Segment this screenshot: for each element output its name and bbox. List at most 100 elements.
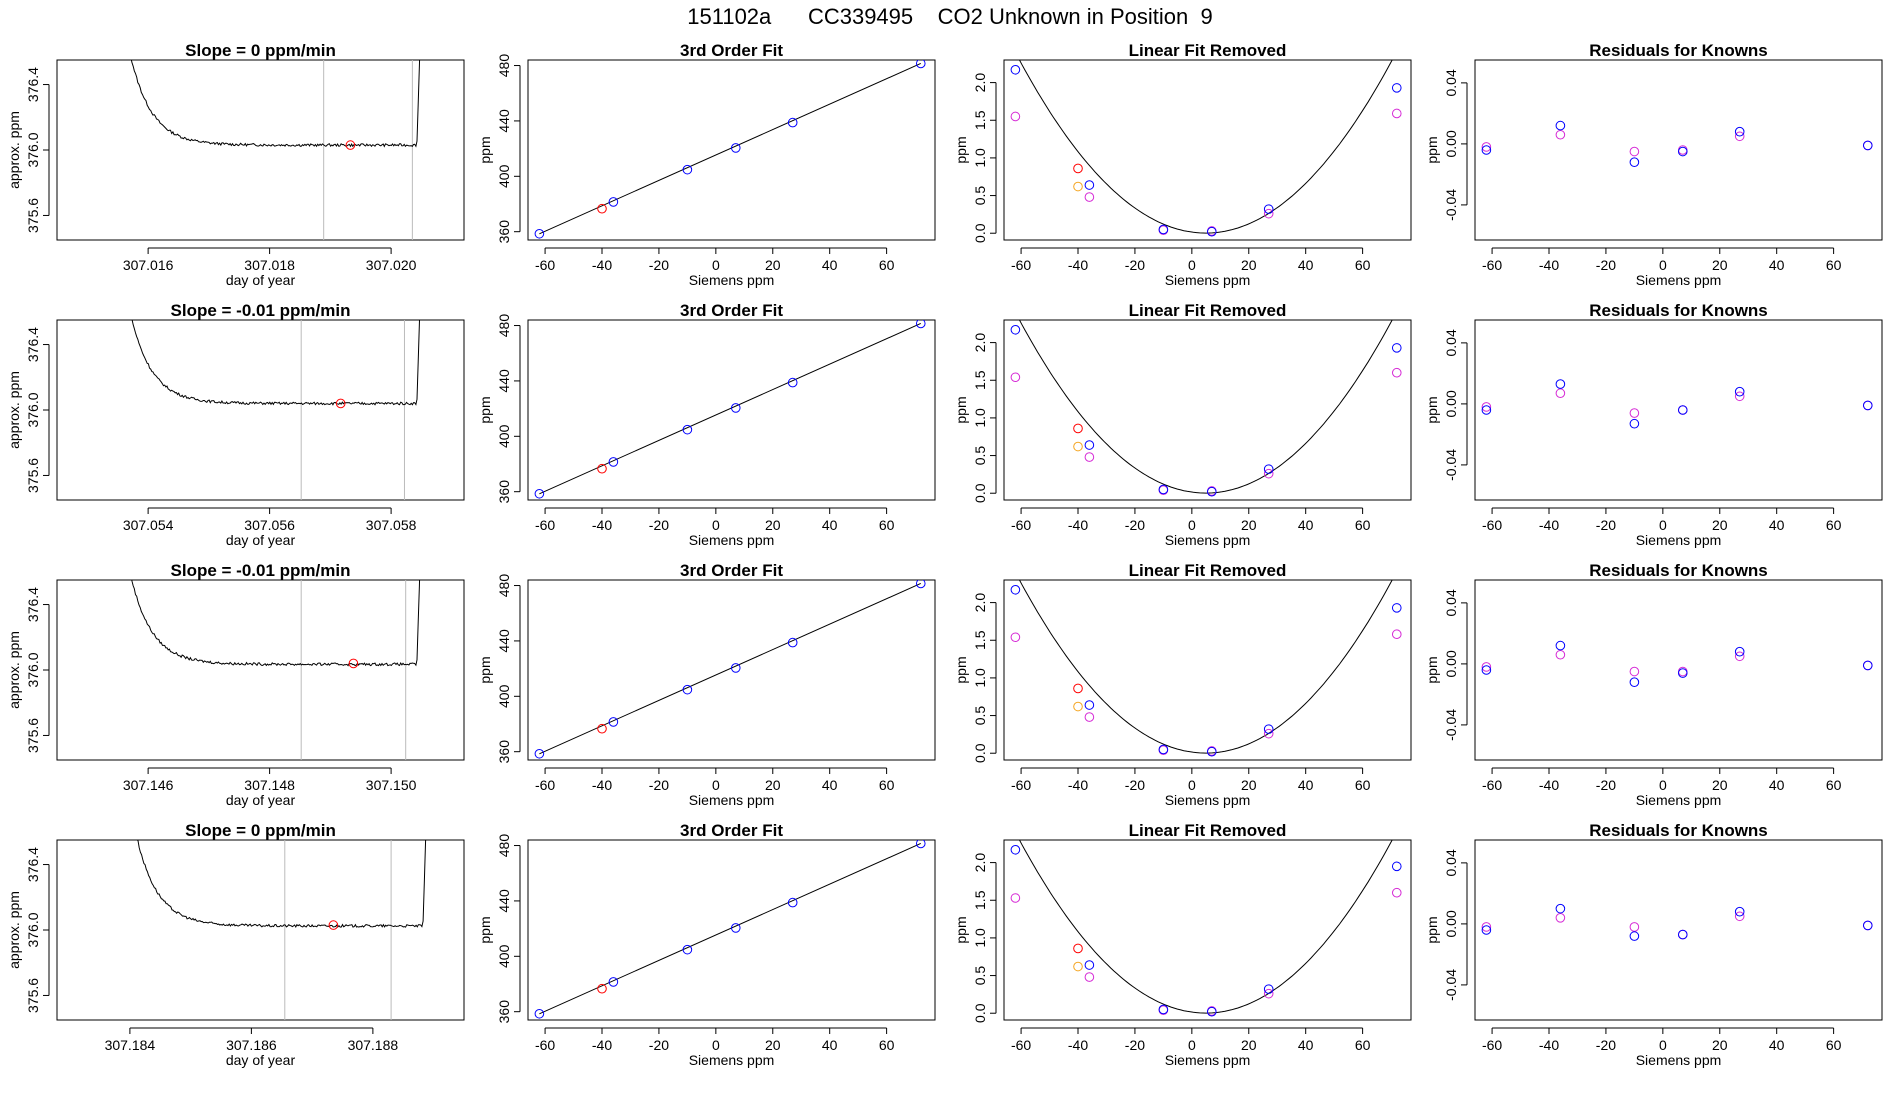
previous-point bbox=[1391, 887, 1402, 898]
x-tick-label: 40 bbox=[1298, 257, 1314, 273]
known-point bbox=[1555, 640, 1566, 651]
x-tick-label: 0 bbox=[1659, 777, 1667, 793]
known-point bbox=[1263, 984, 1274, 994]
unknown-point bbox=[597, 463, 607, 474]
y-tick-label: 440 bbox=[496, 369, 512, 393]
x-tick-label: -60 bbox=[1482, 517, 1502, 533]
previous-point bbox=[1391, 367, 1402, 378]
known-point bbox=[1206, 226, 1217, 237]
unknown-marker bbox=[328, 920, 339, 930]
x-tick-label: 40 bbox=[1769, 517, 1785, 533]
x-tick-label: 0 bbox=[712, 257, 720, 273]
known-point bbox=[1555, 120, 1566, 131]
plot-data bbox=[534, 580, 926, 759]
x-tick-label: -40 bbox=[1068, 517, 1088, 533]
panel-r0c3: Residuals for Knowns -60 -40 -20 0 20 40 60 Siem… bbox=[1424, 41, 1883, 288]
x-tick-label: -60 bbox=[1482, 1037, 1502, 1053]
y-tick-label: 1.5 bbox=[972, 630, 988, 650]
y-tick-label: 480 bbox=[496, 314, 512, 338]
known-point bbox=[682, 164, 693, 175]
x-tick-label: 307.146 bbox=[123, 777, 174, 793]
y-axis-label: ppm bbox=[477, 136, 493, 163]
unknown-point bbox=[1073, 423, 1083, 434]
x-tick-label: -20 bbox=[649, 1037, 669, 1053]
x-tick-label: 20 bbox=[765, 257, 781, 273]
y-axis-label: ppm bbox=[1424, 396, 1440, 423]
known-point bbox=[1629, 931, 1640, 941]
previous-point bbox=[1158, 225, 1169, 236]
fit-curve bbox=[1018, 320, 1393, 494]
previous-point bbox=[1481, 662, 1492, 672]
known-point bbox=[730, 663, 741, 673]
y-tick-label: 440 bbox=[496, 629, 512, 653]
chart-title: Slope = -0.01 ppm/min bbox=[171, 301, 351, 320]
plot-data bbox=[1481, 120, 1873, 168]
plot-frame bbox=[56, 579, 465, 761]
y-tick-label: 0.04 bbox=[1443, 589, 1459, 616]
x-tick-label: 60 bbox=[879, 257, 895, 273]
plot-frame bbox=[1003, 579, 1412, 761]
x-tick-label: 0 bbox=[1659, 1037, 1667, 1053]
x-tick-label: 20 bbox=[1712, 517, 1728, 533]
chart-title: Slope = 0 ppm/min bbox=[185, 41, 336, 60]
panel-r1c3: Residuals for Knowns -60 -40 -20 0 20 40 60 Siem… bbox=[1424, 301, 1883, 548]
y-tick-label: 0.5 bbox=[972, 446, 988, 466]
known-point bbox=[1677, 405, 1688, 415]
y-tick-label: 360 bbox=[496, 740, 512, 764]
plot-data bbox=[1481, 903, 1873, 941]
fit-line bbox=[539, 63, 921, 235]
x-tick-label: -60 bbox=[535, 1037, 555, 1053]
known-point bbox=[1084, 960, 1095, 970]
previous-point bbox=[1734, 651, 1745, 662]
x-tick-label: 40 bbox=[822, 777, 838, 793]
y-axis-label: ppm bbox=[477, 656, 493, 683]
y-tick-label: 0.04 bbox=[1443, 849, 1459, 876]
known-point bbox=[787, 637, 798, 648]
plot-frame bbox=[1474, 579, 1883, 761]
y-tick-label: 376.0 bbox=[25, 132, 41, 167]
known-point bbox=[534, 228, 545, 239]
y-axis-label: ppm bbox=[1424, 656, 1440, 683]
y-axis-label: approx. ppm bbox=[6, 891, 22, 969]
previous-point bbox=[1158, 1005, 1169, 1016]
y-axis-label: ppm bbox=[1424, 136, 1440, 163]
known-point bbox=[1263, 464, 1274, 474]
previous-point bbox=[1206, 226, 1217, 236]
previous-point bbox=[1084, 972, 1095, 982]
chart-title: Linear Fit Removed bbox=[1129, 821, 1287, 840]
x-tick-label: 60 bbox=[1826, 777, 1842, 793]
x-tick-label: -40 bbox=[1068, 777, 1088, 793]
known-point bbox=[534, 748, 545, 759]
unknown-marker bbox=[345, 140, 356, 150]
y-tick-label: 1.5 bbox=[972, 110, 988, 130]
x-tick-label: -60 bbox=[1011, 257, 1031, 273]
x-tick-label: -20 bbox=[649, 257, 669, 273]
x-tick-label: -40 bbox=[1068, 257, 1088, 273]
x-tick-label: -40 bbox=[592, 1037, 612, 1053]
x-tick-label: 20 bbox=[1712, 257, 1728, 273]
x-tick-label: -40 bbox=[1539, 257, 1559, 273]
plot-data bbox=[1010, 580, 1402, 757]
y-tick-label: 480 bbox=[496, 574, 512, 598]
chart-title: Slope = 0 ppm/min bbox=[185, 821, 336, 840]
known-point bbox=[787, 117, 798, 128]
plot-data bbox=[534, 320, 926, 499]
y-tick-label: -0.04 bbox=[1443, 449, 1459, 481]
x-tick-label: -40 bbox=[592, 517, 612, 533]
x-tick-label: -60 bbox=[1011, 777, 1031, 793]
panel-r2c0: Slope = -0.01 ppm/min 307.146 307.148 307.1… bbox=[6, 561, 465, 808]
previous-point bbox=[1263, 988, 1274, 999]
known-point bbox=[534, 1008, 545, 1019]
plot-frame bbox=[1474, 59, 1883, 241]
known-point bbox=[1084, 700, 1095, 710]
orange-point bbox=[1073, 441, 1083, 452]
known-point bbox=[1263, 204, 1274, 214]
panel-r3c3: Residuals for Knowns -60 -40 -20 0 20 40 60 Siem… bbox=[1424, 821, 1883, 1068]
x-tick-label: 307.016 bbox=[123, 257, 174, 273]
chart-title: Residuals for Knowns bbox=[1589, 41, 1768, 60]
y-axis-label: ppm bbox=[953, 656, 969, 683]
x-tick-label: 307.150 bbox=[366, 777, 417, 793]
known-point bbox=[1862, 400, 1873, 411]
y-tick-label: 1.0 bbox=[972, 408, 988, 428]
